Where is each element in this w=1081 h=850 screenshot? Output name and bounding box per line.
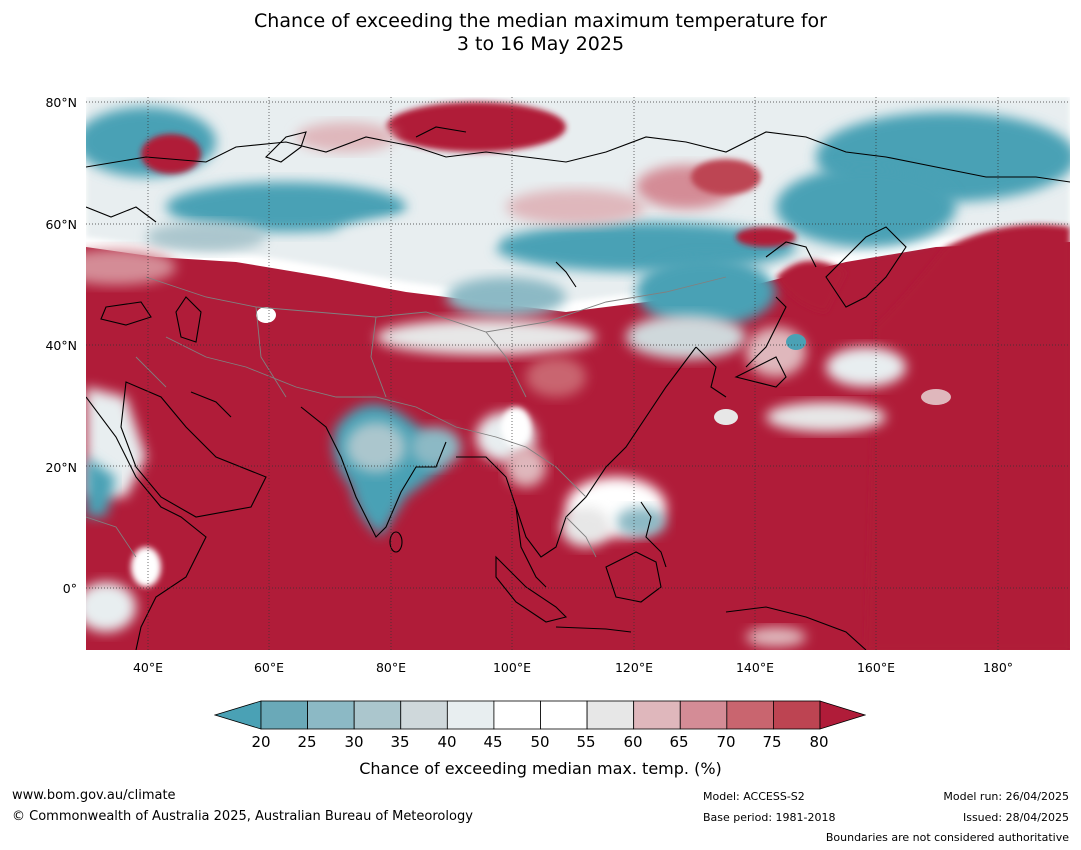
colorbar-tick-40: 40 [437, 733, 457, 751]
colorbar-svg [213, 700, 867, 730]
se-asia-features [501, 407, 806, 647]
lon-tick-80e: 80°E [375, 660, 407, 675]
colorbar-segment [679, 700, 728, 730]
colorbar-tick-65: 65 [669, 733, 689, 751]
footer-issued: Issued: 28/04/2025 [962, 811, 1069, 824]
coastlines [86, 126, 1070, 650]
lon-tick-100e: 100°E [492, 660, 531, 675]
footer-model-run: Model run: 26/04/2025 [943, 790, 1069, 803]
mid-latitude-features [86, 249, 951, 432]
colorbar-tick-80: 80 [809, 733, 829, 751]
colorbar-tick-60: 60 [623, 733, 643, 751]
footer-disclaimer: Boundaries are not considered authoritat… [825, 831, 1069, 844]
colorbar-tick-35: 35 [390, 733, 410, 751]
northern-belt [86, 97, 1070, 650]
lat-tick-60n: 60°N [45, 217, 77, 232]
lon-tick-180: 180° [982, 660, 1014, 675]
colorbar-title: Chance of exceeding median max. temp. (%… [359, 759, 722, 778]
lon-tick-140e: 140°E [735, 660, 774, 675]
africa-cool-region [86, 387, 161, 632]
colorbar-tick-25: 25 [297, 733, 317, 751]
graticule [86, 97, 1070, 650]
chart-title: Chance of exceeding the median maximum t… [0, 10, 1081, 56]
lon-tick-120e: 120°E [614, 660, 653, 675]
map-svg [86, 97, 1070, 650]
colorbar [213, 700, 867, 730]
footer-model: Model: ACCESS-S2 [703, 790, 805, 803]
colorbar-segment [773, 700, 821, 730]
colorbar-segment [726, 700, 774, 730]
colorbar-tick-70: 70 [716, 733, 736, 751]
lat-tick-40n: 40°N [45, 338, 77, 353]
colorbar-tick-50: 50 [530, 733, 550, 751]
colorbar-tick-20: 20 [251, 733, 271, 751]
country-borders [86, 276, 727, 558]
lat-tick-80n: 80°N [45, 95, 77, 110]
colorbar-segment [446, 700, 495, 730]
colorbar-tick-55: 55 [576, 733, 596, 751]
colorbar-segment [400, 700, 448, 730]
colorbar-tick-30: 30 [344, 733, 364, 751]
colorbar-segment [260, 700, 308, 730]
colorbar-segment [540, 700, 588, 730]
footer-website: www.bom.gov.au/climate [12, 788, 176, 803]
colorbar-segment [633, 700, 681, 730]
title-line-1: Chance of exceeding the median maximum t… [254, 10, 827, 32]
lon-tick-160e: 160°E [856, 660, 895, 675]
lat-tick-0: 0° [62, 581, 77, 596]
colorbar-segment [493, 700, 541, 730]
lon-tick-40e: 40°E [132, 660, 164, 675]
colorbar-segment [307, 700, 355, 730]
footer-base-period: Base period: 1981-2018 [703, 811, 836, 824]
colorbar-segment [586, 700, 635, 730]
forecast-map [86, 97, 1070, 650]
colorbar-segment [353, 700, 402, 730]
colorbar-under-arrow [213, 700, 262, 730]
lon-tick-60e: 60°E [253, 660, 285, 675]
colorbar-tick-45: 45 [483, 733, 503, 751]
colorbar-over-arrow [819, 700, 867, 730]
colorbar-tick-75: 75 [762, 733, 782, 751]
footer-copyright: © Commonwealth of Australia 2025, Austra… [12, 809, 473, 824]
lat-tick-20n: 20°N [45, 460, 77, 475]
title-line-2: 3 to 16 May 2025 [456, 33, 625, 55]
